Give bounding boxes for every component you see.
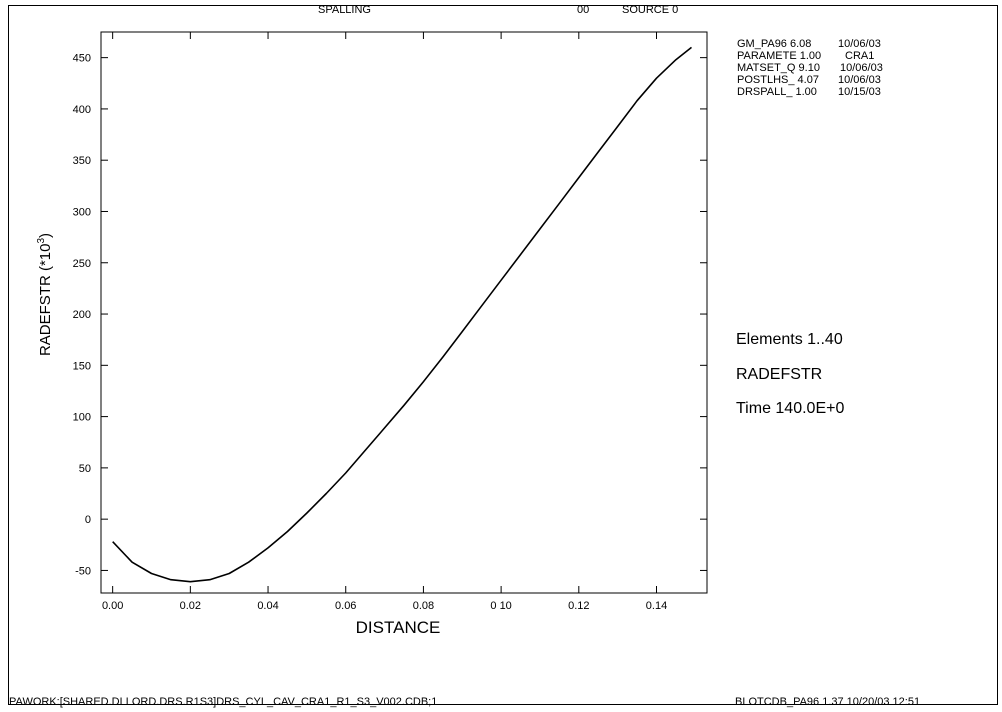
y-axis-label: RADEFSTR (*103) (36, 233, 54, 356)
footer-path: PAWORK:[SHARED.DLLORD.DRS.R1S3]DRS_CYL_C… (9, 696, 438, 708)
info-row: PARAMETE 1.00 (737, 50, 821, 62)
info-name: POSTLHS_ 4.07 (737, 74, 819, 86)
variable-label: RADEFSTR (736, 366, 823, 383)
plot-frame (8, 5, 998, 705)
info-row: DRSPALL_ 1.00 (737, 86, 817, 98)
y-tick-label: 250 (73, 258, 91, 270)
x-tick-label: 0.04 (257, 600, 278, 612)
info-name: DRSPALL_ 1.00 (737, 86, 817, 98)
y-tick-label: 100 (73, 412, 91, 424)
header-code: 00 (577, 4, 590, 16)
x-tick-label: 0.08 (413, 600, 434, 612)
x-tick-label: 0.12 (568, 600, 589, 612)
header-source: SOURCE 0 (622, 4, 679, 16)
info-row: GM_PA96 6.08 (737, 38, 811, 50)
info-value: 10/06/03 (838, 74, 881, 86)
footer-program: BLOTCDB_PA96 1.37 10/20/03 12:51 (735, 696, 921, 708)
info-row: MATSET_Q 9.10 (737, 62, 820, 74)
info-row: POSTLHS_ 4.07 (737, 74, 819, 86)
info-value: 10/15/03 (838, 86, 881, 98)
info-value: 10/06/03 (840, 62, 883, 74)
x-tick-label: 0 10 (490, 600, 511, 612)
x-tick-label: 0.14 (646, 600, 667, 612)
x-tick-label: 0.00 (102, 600, 123, 612)
y-tick-label: 200 (73, 309, 91, 321)
info-name: PARAMETE 1.00 (737, 50, 822, 62)
y-tick-label: 150 (73, 360, 91, 372)
y-tick-label: 300 (73, 206, 91, 218)
series-line (112, 46, 692, 583)
x-tick-label: 0.06 (335, 600, 356, 612)
elements-label: Elements 1..40 (736, 331, 843, 348)
y-tick-label: 400 (73, 104, 91, 116)
x-axis-label: DISTANCE (356, 618, 441, 637)
info-value: CRA1 (845, 50, 875, 62)
y-tick-label: -50 (75, 565, 91, 577)
plot-area-border (100, 31, 708, 594)
info-name: GM_PA96 6.08 (737, 38, 812, 50)
info-name: MATSET_Q 9.10 (737, 62, 820, 74)
y-tick-label: 350 (73, 155, 91, 167)
y-tick-label: 450 (73, 53, 91, 65)
time-label: Time 140.0E+0 (736, 400, 845, 417)
x-tick-label: 0.02 (180, 600, 201, 612)
info-value: 10/06/03 (838, 38, 881, 50)
y-tick-label: 0 (85, 514, 91, 526)
chart-title: SPALLING (318, 4, 371, 16)
y-tick-label: 50 (79, 463, 91, 475)
